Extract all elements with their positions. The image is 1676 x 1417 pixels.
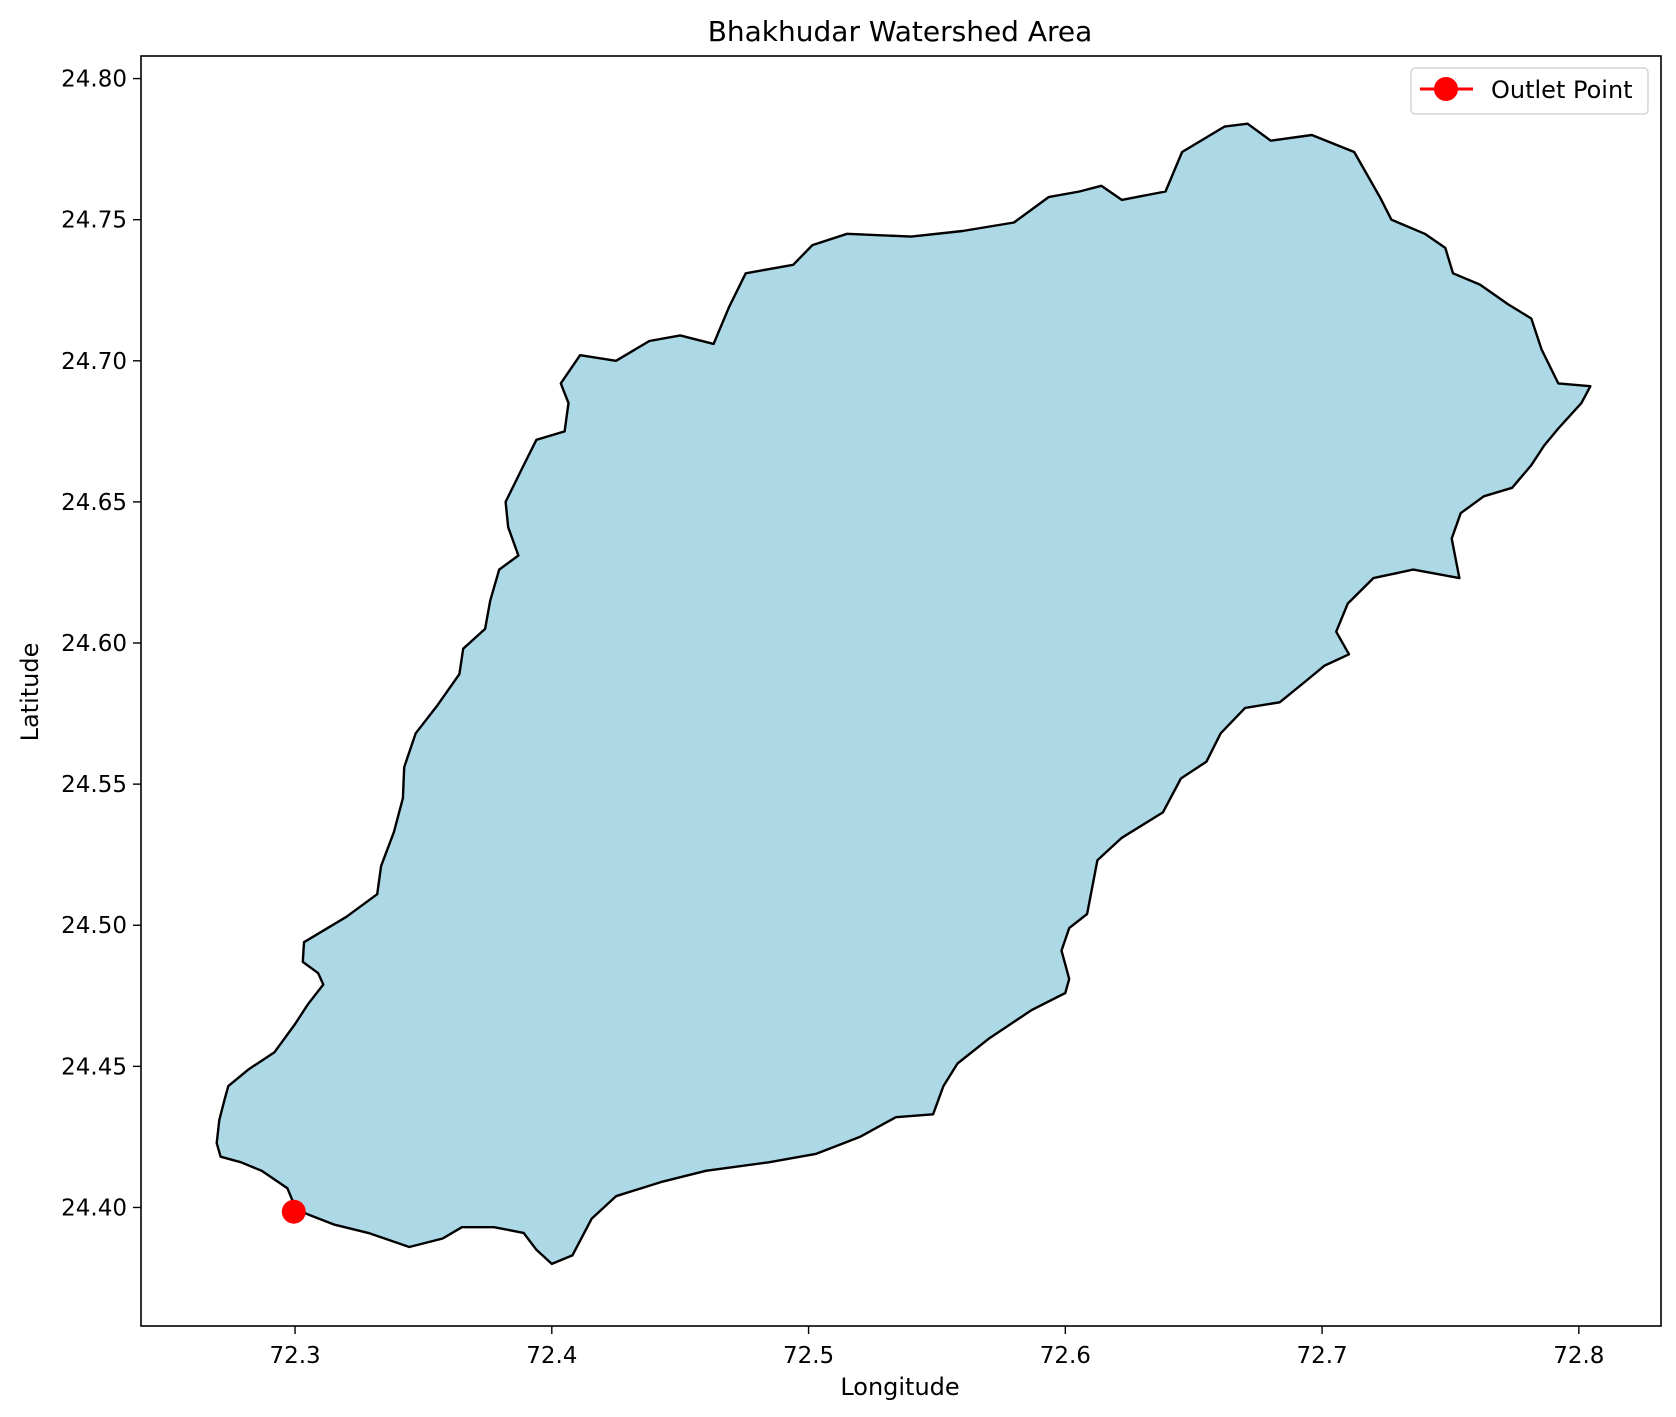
y-tick-label: 24.65 — [61, 490, 127, 516]
x-tick-label: 72.7 — [1296, 1343, 1347, 1369]
y-tick-label: 24.80 — [61, 67, 127, 93]
y-tick-label: 24.45 — [61, 1054, 127, 1080]
y-axis-ticks: 24.40 24.45 24.50 24.55 24.60 24.65 24.70 24.75… — [61, 67, 141, 1221]
y-tick-label: 24.40 — [61, 1195, 127, 1221]
y-tick-label: 24.70 — [61, 349, 127, 375]
y-tick-label: 24.55 — [61, 772, 127, 798]
watershed-polygon — [215, 122, 1592, 1266]
legend-outlet-marker — [1434, 77, 1458, 101]
legend: Outlet Point — [1410, 67, 1649, 115]
outlet-point-marker — [281, 1199, 306, 1224]
x-axis-ticks: 72.3 72.4 72.5 72.6 72.7 72.8 — [269, 1326, 1604, 1369]
y-axis-label: Latitude — [16, 643, 44, 742]
x-tick-label: 72.5 — [783, 1343, 834, 1369]
x-axis-label: Longitude — [840, 1373, 959, 1401]
legend-box — [1410, 67, 1649, 115]
x-tick-label: 72.3 — [269, 1343, 320, 1369]
y-tick-label: 24.50 — [61, 913, 127, 939]
legend-label-outlet-point: Outlet Point — [1491, 76, 1633, 104]
y-tick-label: 24.75 — [61, 208, 127, 234]
x-tick-label: 72.4 — [526, 1343, 577, 1369]
x-tick-label: 72.8 — [1553, 1343, 1604, 1369]
map-title: Bhakhudar Watershed Area — [708, 15, 1093, 48]
axes-frame — [140, 55, 1662, 1327]
x-tick-label: 72.6 — [1040, 1343, 1091, 1369]
y-tick-label: 24.60 — [61, 631, 127, 657]
